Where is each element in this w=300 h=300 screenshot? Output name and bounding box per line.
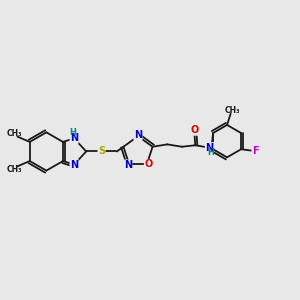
Text: F: F xyxy=(252,146,259,156)
Text: H: H xyxy=(207,148,214,158)
Text: O: O xyxy=(190,125,199,135)
Text: N: N xyxy=(70,134,78,143)
Text: N: N xyxy=(70,160,78,170)
Text: CH₃: CH₃ xyxy=(224,106,240,115)
Text: CH₃: CH₃ xyxy=(6,165,22,174)
Text: S: S xyxy=(98,146,105,157)
Text: O: O xyxy=(144,159,153,170)
Text: N: N xyxy=(205,142,214,153)
Text: N: N xyxy=(124,160,132,170)
Text: CH₃: CH₃ xyxy=(6,129,22,138)
Text: H: H xyxy=(69,128,76,137)
Text: N: N xyxy=(134,130,142,140)
